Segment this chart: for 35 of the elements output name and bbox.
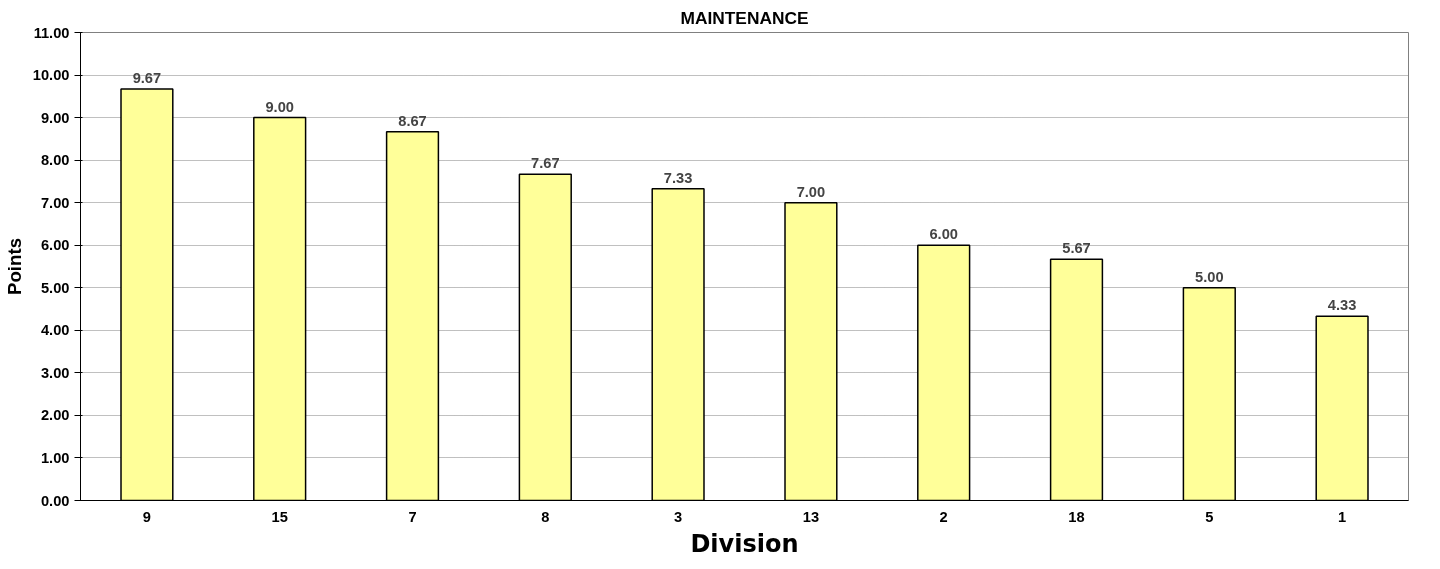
y-tick-label: 4.00 — [40, 322, 70, 339]
x-tick-label: 3 — [674, 508, 683, 525]
x-tick-label: 7 — [408, 508, 417, 525]
data-label: 6.00 — [929, 226, 958, 243]
data-label: 7.67 — [531, 155, 560, 172]
y-tick-label: 9.00 — [40, 109, 70, 126]
data-label: 7.33 — [663, 169, 693, 186]
data-label: 9.67 — [132, 70, 162, 87]
x-tick-label: 2 — [939, 508, 948, 525]
x-tick-label: 1 — [1338, 508, 1347, 525]
x-tick-label: 5 — [1205, 508, 1214, 525]
data-label: 9.00 — [265, 98, 294, 115]
x-tick-label: 13 — [802, 508, 820, 525]
y-tick-label: 2.00 — [40, 407, 70, 424]
data-label: 5.67 — [1062, 240, 1091, 257]
y-tick-label: 0.00 — [40, 492, 70, 509]
x-tick-label: 8 — [541, 508, 550, 525]
y-axis-title: Points — [3, 237, 25, 295]
data-label: 7.00 — [796, 183, 826, 200]
data-label: 8.67 — [398, 112, 427, 129]
y-tick-label: 10.00 — [32, 67, 70, 84]
y-tick-label: 8.00 — [40, 152, 70, 169]
data-label: 4.33 — [1327, 297, 1357, 314]
x-tick-label: 18 — [1068, 508, 1085, 525]
y-tick-label: 5.00 — [40, 279, 70, 296]
y-tick-label: 3.00 — [40, 364, 70, 381]
x-axis-title: Division — [690, 529, 799, 558]
y-tick-label: 1.00 — [40, 449, 70, 466]
x-tick-label: 9 — [142, 508, 151, 525]
data-label: 5.00 — [1195, 268, 1224, 285]
chart-title: MAINTENANCE — [680, 7, 809, 28]
y-tick-label: 6.00 — [40, 237, 70, 254]
y-tick-label: 7.00 — [40, 194, 70, 211]
y-tick-label: 11.00 — [33, 24, 70, 41]
x-tick-label: 15 — [271, 508, 288, 525]
